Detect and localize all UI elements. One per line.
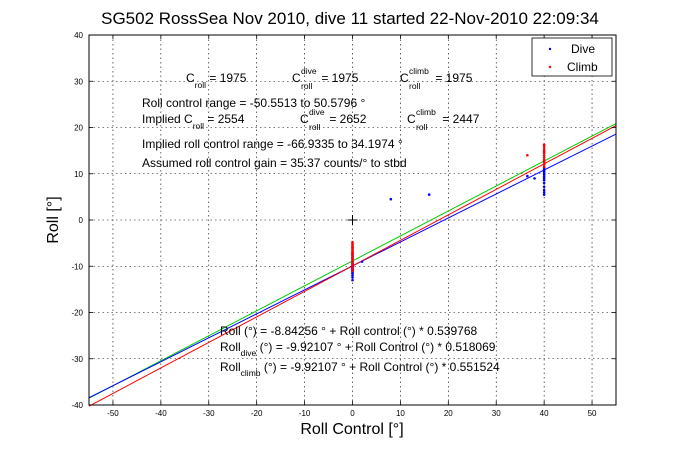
y-tick-label: -30 [71,355,83,364]
dive-point [351,274,354,277]
dive-point [542,175,546,178]
legend-climb-label: Climb [567,60,598,74]
croll-dive-text: Cdive roll = 1975 [292,66,359,91]
y-tick-label: 0 [79,216,84,225]
x-axis-label: Roll Control [°] [300,421,403,438]
dive-point [351,272,354,275]
climb-point [351,264,354,268]
dive-point [427,193,431,196]
climb-point [526,153,529,157]
dive-point [351,276,354,279]
climb-point [542,156,546,159]
climb-point [351,260,354,263]
climb-point [542,163,546,166]
croll-text: Croll = 1975 [186,71,247,90]
y-tick-label: 30 [74,77,83,86]
climb-point [351,262,354,266]
y-tick-label: 20 [74,124,83,133]
implied-roll-range-text: Implied roll control range = -66.9335 to… [142,137,403,151]
annotations: Croll = 1975 Cdive roll = 1975 Cclimb roll… [142,66,500,378]
roll-control-range-text: Roll control range = -50.5513 to 50.5796… [142,96,365,110]
dive-point [542,190,546,194]
data-points [347,143,546,282]
annotation-implied-line: Implied Croll = 2554 Cdive roll = 2652 Cc… [142,107,480,132]
dive-point [526,174,529,178]
legend: Dive Climb [531,37,613,77]
x-tick-label: -30 [203,409,215,418]
dive-point [533,177,536,180]
climb-point [542,165,546,169]
fit-equation-dive: Rolldive (°) = -9.92107 ° + Roll Control… [220,340,496,358]
x-tick-label: 30 [492,409,501,418]
legend-dive-label: Dive [571,42,595,56]
climb-point [542,143,546,146]
axis-ticks: -50 -40 -30 -20 -10 0 10 20 30 40 50 -40 -30 -20 -10 0 1… [71,31,616,418]
implied-croll-climb-text: Cclimb roll = 2447 [407,107,480,132]
fit-equation-all: Roll (°) = -8.84256 ° + Roll control (°)… [220,324,478,338]
x-tick-label: 50 [588,409,597,418]
dive-point [542,188,546,192]
climb-point [542,153,546,157]
legend-climb-marker [548,65,552,69]
legend-box [531,37,613,77]
x-tick-label: -10 [299,409,311,418]
climb-point [542,150,546,153]
climb-point [351,251,354,254]
dive-point [542,177,546,180]
annotation-croll-line: Croll = 1975 Cdive roll = 1975 Cclimb roll… [186,66,473,91]
dive-point [389,197,393,201]
y-tick-label: 10 [74,170,83,179]
climb-point [351,269,354,273]
climb-point [542,147,546,150]
x-tick-label: 10 [396,409,405,418]
dive-point [542,167,546,171]
dive-point [542,181,546,185]
x-tick-label: -40 [155,409,167,418]
climb-point [351,258,354,262]
dive-point [542,185,546,188]
implied-croll-dive-text: Cdive roll = 2652 [300,107,367,132]
roll-control-gain-text: Assumed roll control gain = 35.37 counts… [142,156,407,170]
fit-equation-climb: Rollclimb (°) = -9.92107 ° + Roll Contro… [220,360,500,378]
y-tick-label: 40 [74,31,83,40]
climb-point [351,246,354,250]
chart-title: SG502 RossSea Nov 2010, dive 11 started … [101,9,599,28]
dive-point [360,260,364,263]
x-tick-label: 20 [444,409,453,418]
x-tick-label: -20 [251,409,263,418]
croll-climb-text: Cclimb roll = 1975 [400,66,473,91]
dive-point [351,278,354,282]
legend-dive-marker [548,47,552,51]
climb-point [351,240,354,244]
y-tick-label: -10 [71,262,83,271]
x-tick-label: -50 [107,409,119,418]
x-tick-label: 40 [540,409,549,418]
y-axis-label: Roll [°] [45,196,62,243]
y-tick-label: -20 [71,309,83,318]
climb-point [351,267,354,270]
dive-point [542,178,546,182]
implied-croll-text: Implied Croll = 2554 [142,112,245,131]
x-tick-label: 0 [350,409,355,418]
plot-area: -50 -40 -30 -20 -10 0 10 20 30 40 50 -40 -30 -20 -10 0 1… [71,31,617,418]
y-tick-label: -40 [71,401,83,410]
dive-point [542,193,546,196]
climb-point [542,159,546,163]
